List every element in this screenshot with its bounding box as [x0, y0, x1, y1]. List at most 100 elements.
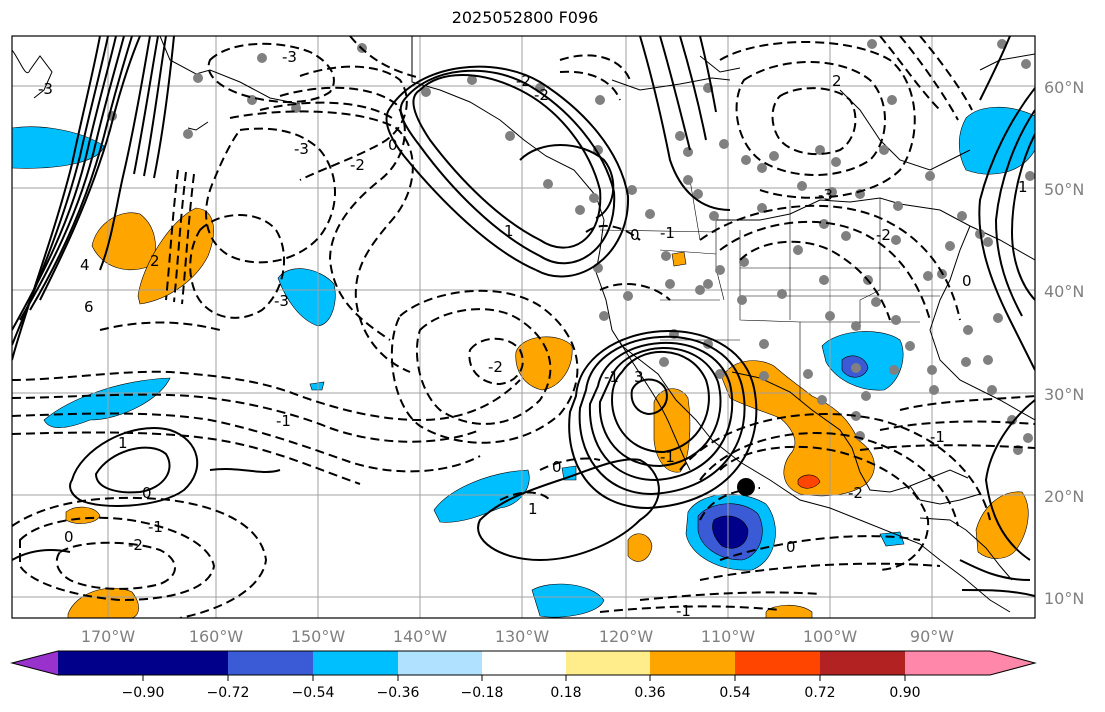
contour-label: -1 [676, 602, 691, 620]
dashed-contours [12, 36, 1035, 618]
colorbar-swatch [58, 651, 143, 675]
contour-label: -2 [128, 536, 143, 554]
colorbar-swatch [735, 651, 820, 675]
contour-label: -1 [276, 412, 291, 430]
contour-label: 0 [786, 538, 796, 556]
contour-label: 2 [832, 72, 842, 90]
lat-label: 40°N [1044, 282, 1084, 301]
colorbar-outline [10, 650, 1037, 676]
lon-label: 90°W [910, 627, 954, 646]
colorbar-swatch [905, 651, 990, 675]
contour-label: 2 [150, 252, 160, 270]
shade-blue-northwest [12, 126, 105, 169]
shade-orange-small-2 [627, 533, 653, 562]
shade-blue-northeast [958, 106, 1035, 175]
colorbar-ticks [142, 675, 906, 681]
shade-red-mexico [797, 474, 821, 489]
lat-label: 30°N [1044, 385, 1084, 404]
contour-label: -2 [876, 226, 891, 244]
lon-label: 140°W [393, 627, 448, 646]
colorbar-tick-label: −0.54 [292, 685, 335, 701]
lon-label: 110°W [701, 627, 756, 646]
colorbar-tick-label: 0.36 [634, 685, 665, 701]
map-panel: -3 -3 -2 -3 -2 -2 0 2 4 6 -1 1 0 0 -1 -2… [12, 36, 1035, 620]
contour-label: 0 [962, 272, 972, 290]
lon-label: 120°W [599, 627, 654, 646]
shade-orange-small-1 [671, 251, 687, 267]
colorbar-swatch [313, 651, 398, 675]
contour-label: -2 [534, 86, 549, 104]
shade-blue-small [309, 381, 325, 391]
lon-label: 170°W [81, 627, 136, 646]
contour-label: 0 [142, 484, 152, 502]
lat-label: 60°N [1044, 78, 1084, 97]
lon-label: 100°W [803, 627, 858, 646]
contour-label: 4 [80, 256, 90, 274]
shade-blue-south [531, 583, 605, 618]
storm-center-marker [737, 478, 755, 496]
contour-label: 6 [84, 298, 94, 316]
solid-contours [12, 36, 1035, 597]
shade-orange-baja-west [515, 336, 573, 391]
colorbar-extend-high [990, 651, 1035, 675]
contour-label: -3 [282, 48, 297, 66]
contour-label: 1 [528, 500, 538, 518]
lon-label: 160°W [189, 627, 244, 646]
shade-orange-mexico [721, 360, 875, 497]
contour-label: -3 [294, 140, 309, 158]
latitude-labels: 60°N 50°N 40°N 30°N 20°N 10°N [1044, 78, 1084, 608]
colorbar: −0.90 −0.72 −0.54 −0.36 −0.18 0.18 0.36 … [10, 650, 1037, 701]
contour-label: -1 [660, 448, 675, 466]
colorbar-tick-label: −0.36 [377, 685, 420, 701]
contour-label: -1 [604, 368, 619, 386]
colorbar-swatch [398, 651, 482, 675]
colorbar-swatch [650, 651, 735, 675]
colorbar-tick-label: 0.54 [719, 685, 750, 701]
lon-label: 130°W [495, 627, 550, 646]
map-frame [11, 35, 1036, 619]
contour-label: 0 [64, 528, 74, 546]
lon-label: 150°W [291, 627, 346, 646]
contour-label: 1 [504, 222, 514, 240]
longitude-labels: 170°W 160°W 150°W 140°W 130°W 120°W 110°… [81, 627, 954, 646]
colorbar-tick-label: 0.18 [550, 685, 581, 701]
colorbar-tick-label: 0.72 [804, 685, 835, 701]
shade-blue-subtropic [433, 469, 530, 523]
colorbar-tick-label: 0.90 [889, 685, 920, 701]
contour-label: -2 [350, 156, 365, 174]
contour-label: 0 [630, 226, 640, 244]
map-title: 2025052800 F096 [451, 8, 599, 27]
lat-label: 20°N [1044, 487, 1084, 506]
contour-label: -2 [516, 72, 531, 90]
contour-label-group: -3 -3 -2 -3 -2 -2 0 2 4 6 -1 1 0 0 -1 -2… [38, 48, 1028, 620]
contour-label: -2 [488, 358, 503, 376]
lat-label: 50°N [1044, 180, 1084, 199]
colorbar-swatch [228, 651, 313, 675]
contour-label: -3 [274, 292, 289, 310]
contour-label: 1 [118, 434, 128, 452]
contour-label: -3 [818, 186, 833, 204]
shade-darkblue-mexico-low [712, 515, 749, 549]
contour-label: 3 [634, 368, 644, 386]
contour-label: 1 [1018, 178, 1028, 196]
contour-label: 0 [388, 136, 398, 154]
colorbar-extend-low [12, 651, 58, 675]
contour-label: -1 [148, 518, 163, 536]
shade-orange-central-america [975, 491, 1029, 559]
shade-orange-northwest-2 [137, 207, 214, 305]
colorbar-swatch [143, 651, 228, 675]
colorbar-swatch [566, 651, 650, 675]
contour-label: 0 [552, 458, 562, 476]
colorbar-tick-label: −0.90 [122, 685, 165, 701]
lat-label: 10°N [1044, 589, 1084, 608]
contour-label: -1 [660, 224, 675, 242]
contour-label: -1 [930, 428, 945, 446]
contour-label: -2 [848, 484, 863, 502]
colorbar-swatch [482, 651, 566, 675]
contour-label: -3 [38, 80, 53, 98]
shade-blue-central [277, 268, 336, 327]
colorbar-tick-label: −0.18 [461, 685, 504, 701]
colorbar-tick-label: −0.72 [207, 685, 250, 701]
colorbar-swatch [820, 651, 905, 675]
